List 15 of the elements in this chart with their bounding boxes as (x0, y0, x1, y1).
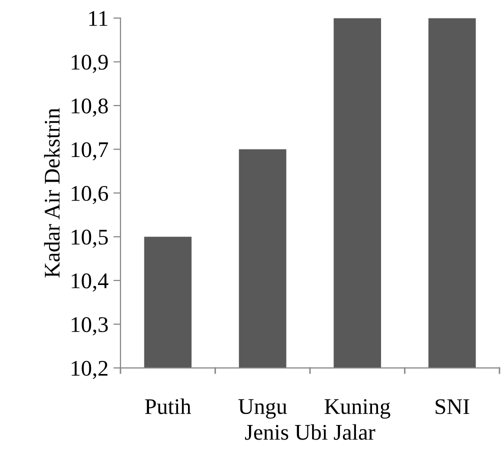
y-tick-label: 10,5 (72, 230, 108, 248)
y-tick-label: 11 (89, 11, 108, 26)
x-tick-label: SNI (436, 399, 470, 414)
y-tick-label: 10,2 (72, 360, 108, 380)
x-axis-title: Jenis Ubi Jalar (245, 424, 376, 440)
x-tick-label: Ungu (238, 399, 287, 419)
y-tick-label: 10,6 (72, 186, 108, 204)
y-axis-title: Kadar Air Dekstrin (44, 108, 60, 278)
x-tick-label: Putih (145, 398, 192, 414)
y-tick-label: 10,7 (72, 142, 108, 160)
y-tick-label: 10,9 (72, 54, 108, 73)
x-tick-label: Kuning (324, 399, 390, 419)
y-tick-label: 10,3 (72, 317, 108, 336)
y-tick-label: 10,4 (72, 273, 108, 292)
y-tick-label: 10,8 (72, 98, 108, 117)
